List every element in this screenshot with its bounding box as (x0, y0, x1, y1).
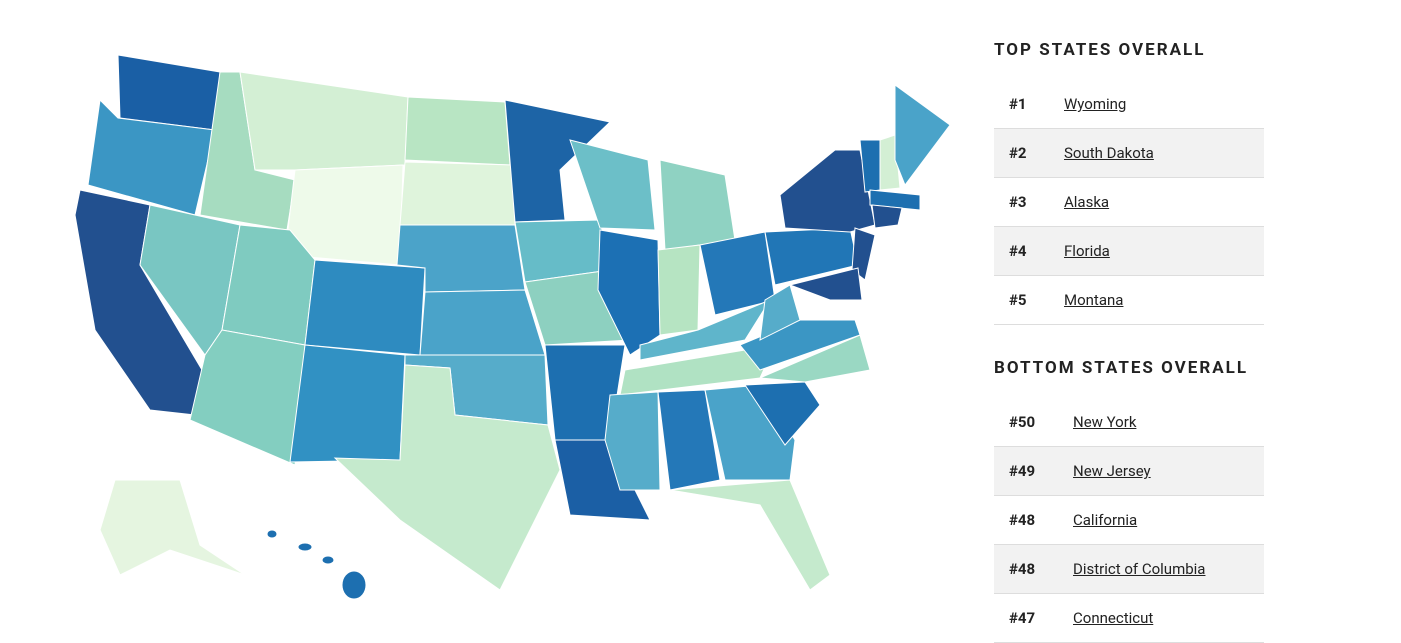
state (759, 284, 801, 341)
state (894, 84, 951, 187)
rank: #1 (1009, 95, 1027, 113)
ranking-row: #4 Florida (994, 227, 1264, 276)
ranking-row: #5 Montana (994, 276, 1264, 325)
state-link[interactable]: California (1073, 511, 1138, 529)
states (74, 54, 951, 600)
rank: #3 (1009, 193, 1027, 211)
ranking-row: #2 South Dakota (994, 129, 1264, 178)
state (779, 149, 876, 233)
state (87, 98, 216, 216)
rank: #50 (1009, 413, 1036, 431)
state-link[interactable]: District of Columbia (1073, 560, 1206, 578)
state-link[interactable]: Wyoming (1064, 95, 1127, 113)
state (869, 189, 921, 211)
state (297, 542, 313, 552)
state (304, 259, 426, 356)
state (554, 439, 651, 521)
state (569, 139, 656, 231)
section-title: BOTTOM STATES OVERALL (994, 358, 1249, 378)
rank: #5 (1009, 291, 1027, 309)
ranking-row: #48 District of Columbia (994, 545, 1264, 594)
rank: #49 (1009, 462, 1036, 480)
us-map (74, 54, 951, 600)
ranking-row: #48 California (994, 496, 1264, 545)
state (266, 529, 278, 539)
ranking-row: #49 New Jersey (994, 447, 1264, 496)
state (657, 389, 721, 491)
state-link[interactable]: Connecticut (1073, 609, 1154, 627)
state-link[interactable]: New York (1073, 413, 1137, 431)
ranking-row: #47 Connecticut (994, 594, 1264, 643)
state (659, 159, 736, 251)
state (604, 391, 661, 491)
section-title: TOP STATES OVERALL (994, 40, 1206, 60)
state (289, 344, 406, 463)
ranking-row: #50 New York (994, 398, 1264, 447)
ranking-row: #3 Alaska (994, 178, 1264, 227)
state-link[interactable]: New Jersey (1073, 462, 1151, 480)
ranking-row: #1 Wyoming (994, 80, 1264, 129)
state (99, 479, 246, 576)
state (333, 364, 561, 591)
ranking-list: #1 Wyoming #2 South Dakota #3 Alaska #4 Florida… (994, 80, 1264, 325)
state-link[interactable]: Alaska (1064, 193, 1110, 211)
top-panel: TOP STATES OVERALL #1 Wyoming #2 South Dako… (994, 40, 1264, 325)
rank: #48 (1009, 560, 1036, 578)
state (321, 555, 335, 565)
state (657, 244, 701, 336)
rank: #48 (1009, 511, 1036, 529)
state (759, 334, 871, 383)
state-link[interactable]: South Dakota (1064, 144, 1154, 162)
state (639, 298, 772, 361)
state (399, 161, 516, 226)
state (744, 381, 821, 446)
state (117, 54, 221, 131)
bottom-panel: BOTTOM STATES OVERALL #50 New York #49 New … (994, 358, 1264, 643)
rank: #2 (1009, 144, 1027, 162)
state (851, 227, 876, 281)
rank: #4 (1009, 242, 1027, 260)
ranking-list: #50 New York #49 New Jersey #48 California #48… (994, 398, 1264, 643)
state-link[interactable]: Florida (1064, 242, 1110, 260)
rank: #47 (1009, 609, 1036, 627)
state (419, 289, 546, 356)
state (788, 267, 863, 301)
state-link[interactable]: Montana (1064, 291, 1124, 309)
state (404, 96, 511, 166)
state (239, 71, 409, 171)
state (871, 204, 903, 229)
state (341, 570, 367, 600)
state (504, 99, 612, 223)
state (669, 479, 831, 591)
